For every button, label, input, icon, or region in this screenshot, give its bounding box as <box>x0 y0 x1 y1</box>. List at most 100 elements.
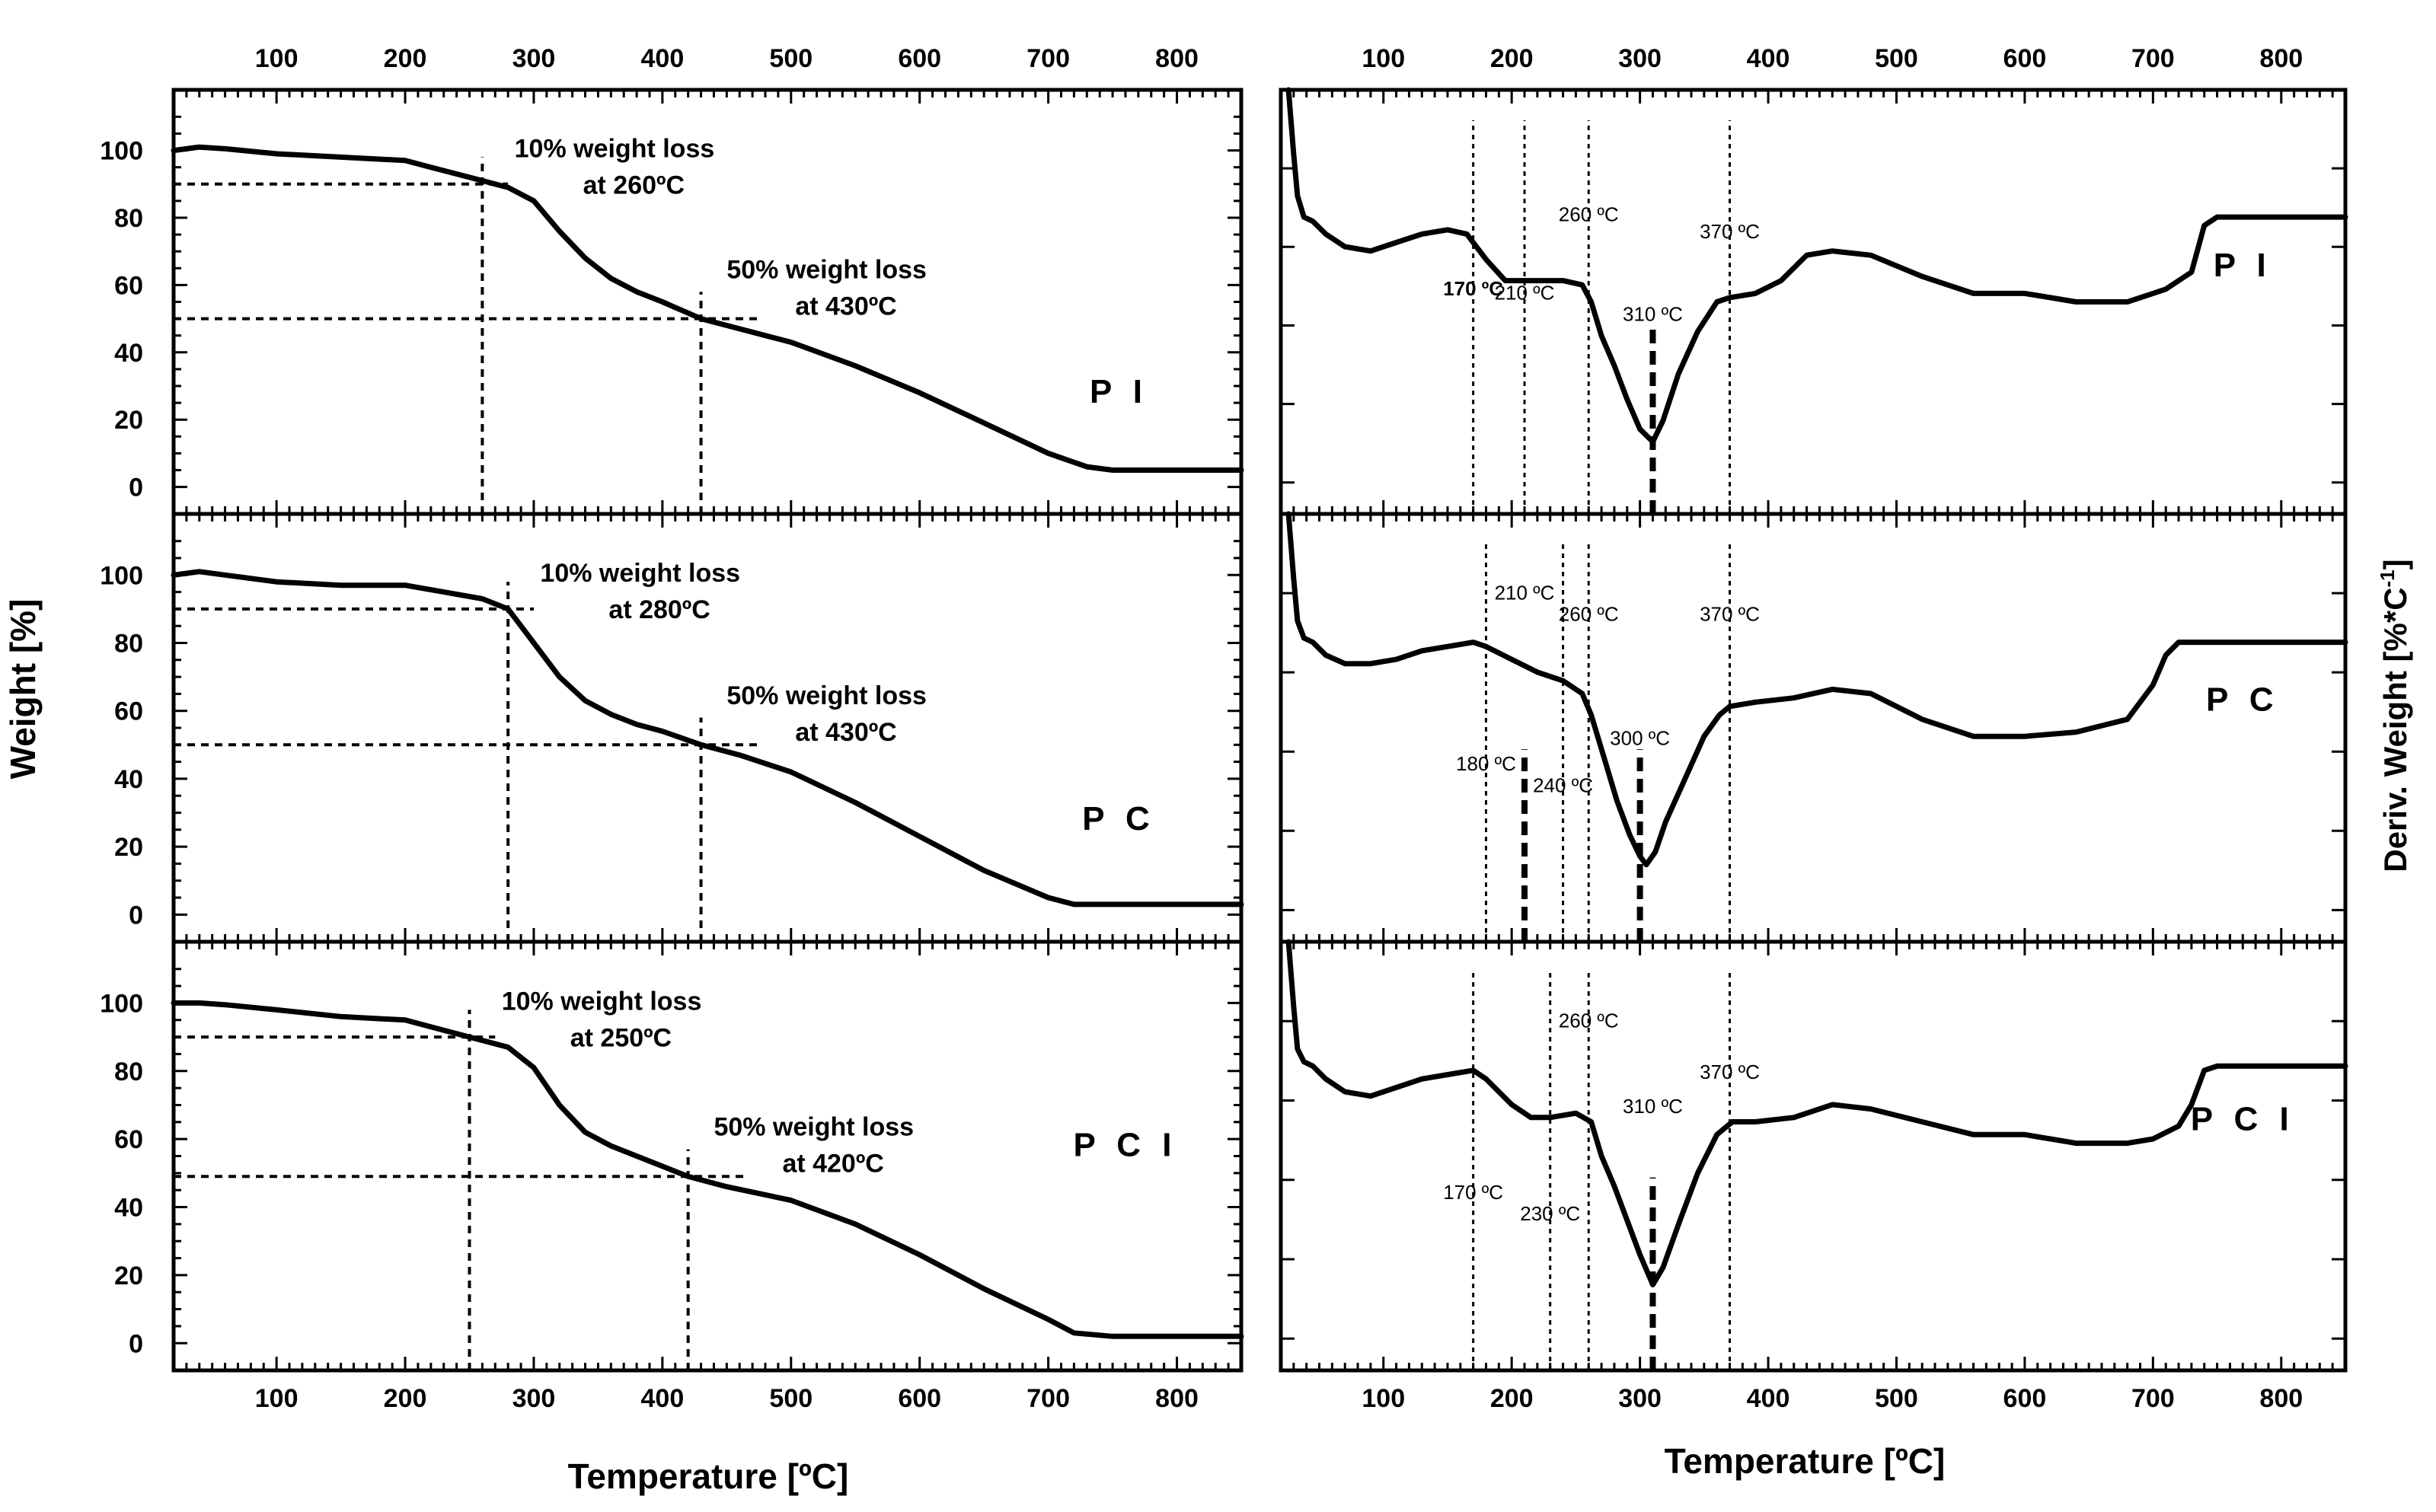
temperature-label: 230 ºC <box>1520 1202 1580 1225</box>
right-y-axis-label-main: Deriv. Weight [%*C <box>2377 587 2413 872</box>
y-tick-label: 20 <box>114 406 143 435</box>
annotation-line2: at 430ºC <box>795 718 896 747</box>
annotation-line2: at 430ºC <box>795 292 896 321</box>
temperature-label: 170 ºC <box>1443 277 1503 300</box>
x-tick-label-bottom: 500 <box>769 1384 813 1413</box>
y-tick-label: 0 <box>129 901 143 930</box>
y-tick-label: 20 <box>114 833 143 862</box>
temperature-label: 210 ºC <box>1495 581 1555 604</box>
x-tick-label-top: 100 <box>255 44 299 73</box>
y-tick-label: 60 <box>114 271 143 300</box>
plot-frame <box>1279 512 2348 944</box>
annotation-line1: 10% weight loss <box>515 134 715 163</box>
temperature-label: 370 ºC <box>1700 1061 1760 1083</box>
temperature-label: 310 ºC <box>1623 1095 1683 1118</box>
temperature-label: 370 ºC <box>1700 603 1760 626</box>
y-tick-label: 40 <box>114 1194 143 1223</box>
y-tick-label: 80 <box>114 1057 143 1086</box>
series-line-tga-pc <box>171 569 1244 908</box>
x-tick-label-top: 400 <box>1747 44 1790 73</box>
x-tick-label-bottom: 600 <box>898 1384 941 1413</box>
panel-label: P C I <box>1073 1127 1177 1164</box>
annotation-line1: 50% weight loss <box>726 681 927 710</box>
temperature-label: 300 ºC <box>1610 726 1670 749</box>
right-x-axis-label: Temperature [ºC] <box>1665 1441 1946 1481</box>
panel-label: P I <box>2214 247 2272 284</box>
panel-dtg-pc: P C 180 ºC 210 ºC 240 ºC 260 ºC 300 ºC 370 ºC <box>1279 511 2348 944</box>
x-tick-label-bottom: 400 <box>1747 1384 1790 1413</box>
annotation-line2: at 420ºC <box>782 1150 883 1179</box>
panel-label: P C <box>1082 800 1156 837</box>
left-y-axis-label: Weight [%] <box>3 599 43 780</box>
x-tick-label-top: 700 <box>2131 44 2175 73</box>
right-y-axis-label: Deriv. Weight [%*C-1] <box>2376 559 2413 872</box>
temperature-label: 370 ºC <box>1700 220 1760 243</box>
annotation-line1: 10% weight loss <box>502 987 702 1016</box>
annotation-line2: at 280ºC <box>608 595 710 624</box>
panel-tga-pi: 0 20 40 60 80 100 100 200 300 400 500 600 700 800 P I 1… <box>100 44 1244 516</box>
temperature-label: 180 ºC <box>1456 752 1516 775</box>
y-tick-label: 100 <box>100 989 143 1018</box>
panel-tga-pci: 0 20 40 60 80 100 100 200 300 400 500 600 700 800 P C … <box>100 939 1244 1413</box>
series-line-dtg-pc <box>1285 511 2348 868</box>
annotation-line1: 10% weight loss <box>540 559 740 588</box>
y-tick-label: 100 <box>100 137 143 166</box>
temperature-label: 240 ºC <box>1533 774 1593 796</box>
series-line-tga-pi <box>171 144 1244 473</box>
temperature-label: 260 ºC <box>1559 603 1619 626</box>
x-tick-label-top: 800 <box>1155 44 1199 73</box>
annotation-line2: at 260ºC <box>583 171 685 199</box>
series-line-dtg-pci <box>1285 939 2348 1287</box>
y-tick-label: 20 <box>114 1262 143 1290</box>
panel-dtg-pci: 100 200 300 400 500 600 700 800 P C I 170 ºC 230 º… <box>1279 939 2348 1413</box>
panel-label: P C I <box>2191 1101 2295 1138</box>
x-tick-label-top: 400 <box>641 44 685 73</box>
series-line-tga-pci <box>171 1000 1244 1339</box>
x-tick-label-bottom: 600 <box>2003 1384 2047 1413</box>
right-y-axis-label-sup: -1 <box>2376 569 2399 587</box>
x-tick-label-top: 500 <box>1875 44 1918 73</box>
x-tick-label-bottom: 400 <box>641 1384 685 1413</box>
right-y-axis-label-end: ] <box>2377 559 2413 569</box>
annotation-line2: at 250ºC <box>570 1023 672 1052</box>
y-tick-label: 40 <box>114 339 143 368</box>
x-tick-label-top: 500 <box>769 44 813 73</box>
annotation-line1: 50% weight loss <box>726 256 927 285</box>
x-tick-label-top: 100 <box>1362 44 1405 73</box>
x-tick-label-top: 600 <box>2003 44 2047 73</box>
x-tick-label-bottom: 700 <box>1026 1384 1070 1413</box>
y-tick-label: 100 <box>100 561 143 590</box>
x-tick-label-top: 700 <box>1026 44 1070 73</box>
x-tick-label-top: 800 <box>2259 44 2303 73</box>
temperature-label: 260 ºC <box>1559 203 1619 226</box>
y-tick-label: 80 <box>114 204 143 233</box>
plot-frame <box>1279 939 2348 1373</box>
x-tick-label-top: 200 <box>384 44 427 73</box>
x-tick-label-bottom: 800 <box>1155 1384 1199 1413</box>
y-tick-label: 40 <box>114 765 143 794</box>
left-x-axis-label: Temperature [ºC] <box>568 1456 849 1496</box>
temperature-label: 170 ºC <box>1443 1181 1503 1204</box>
y-tick-label: 60 <box>114 1125 143 1154</box>
x-tick-label-top: 600 <box>898 44 941 73</box>
x-tick-label-bottom: 300 <box>1618 1384 1662 1413</box>
x-tick-label-bottom: 300 <box>512 1384 556 1413</box>
panel-label: P I <box>1090 373 1148 410</box>
x-tick-label-bottom: 100 <box>255 1384 299 1413</box>
y-tick-label: 80 <box>114 629 143 658</box>
x-tick-label-bottom: 700 <box>2131 1384 2175 1413</box>
panel-tga-pc: 0 20 40 60 80 100 P C 10% weight loss at 280ºC 50… <box>100 512 1244 944</box>
temperature-label: 260 ºC <box>1559 1010 1619 1032</box>
y-tick-label: 0 <box>129 474 143 502</box>
temperature-label: 310 ºC <box>1623 303 1683 326</box>
y-tick-label: 60 <box>114 697 143 726</box>
x-tick-label-bottom: 500 <box>1875 1384 1918 1413</box>
plot-frame <box>1279 88 2348 516</box>
x-tick-label-top: 300 <box>1618 44 1662 73</box>
x-tick-label-bottom: 100 <box>1362 1384 1405 1413</box>
annotation-line1: 50% weight loss <box>714 1113 914 1142</box>
x-tick-label-top: 200 <box>1490 44 1534 73</box>
y-tick-label: 0 <box>129 1329 143 1358</box>
